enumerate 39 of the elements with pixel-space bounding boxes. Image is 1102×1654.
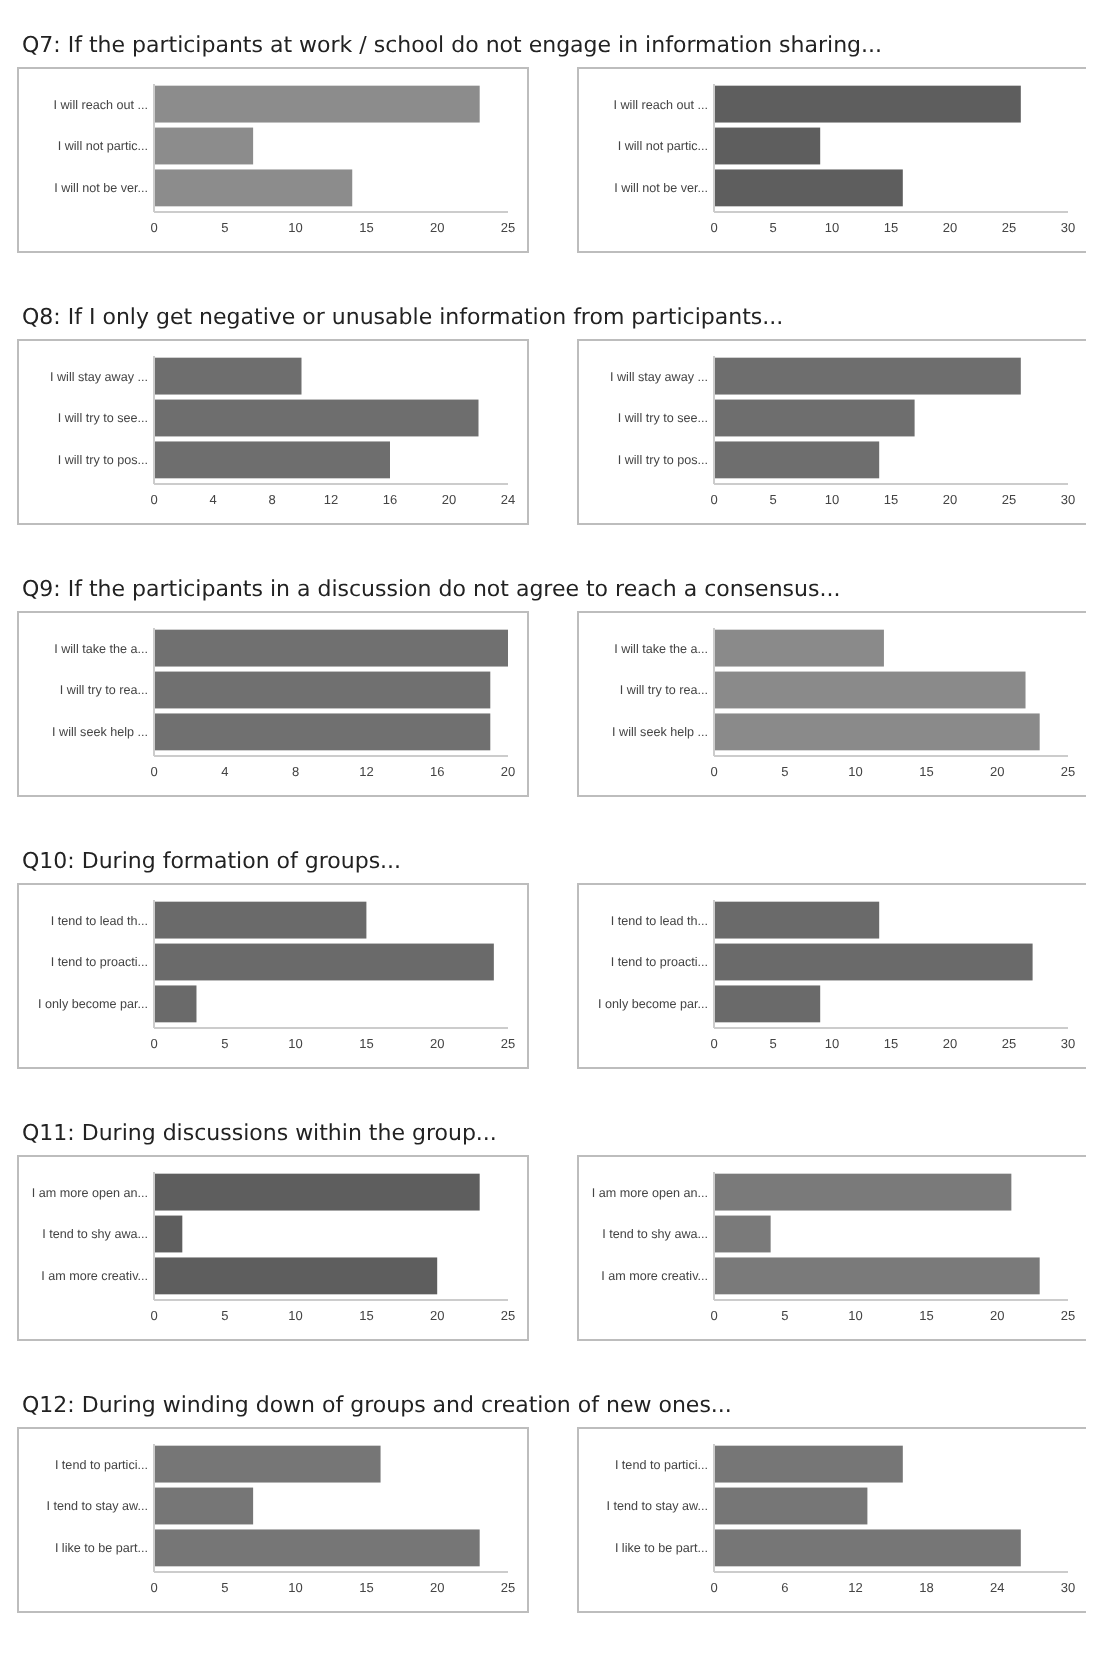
bar [154, 127, 254, 165]
bar [714, 1487, 868, 1525]
chart-title: Q9: If the participants in a discussion do not agree to reach a consensus... [22, 576, 841, 602]
bar [714, 127, 821, 165]
bar [154, 399, 479, 437]
bar [154, 169, 353, 207]
bar [714, 629, 884, 667]
chart-title: Q10: During formation of groups... [22, 848, 402, 874]
bar [714, 1529, 1021, 1567]
bar [154, 357, 302, 395]
chart-title: Q11: During discussions within the group... [22, 1120, 497, 1146]
bar [714, 1445, 903, 1483]
bar [714, 713, 1040, 751]
bar [714, 901, 880, 939]
bar [714, 1215, 771, 1253]
bar [154, 1173, 480, 1211]
bar [154, 943, 494, 981]
bar [154, 1487, 254, 1525]
bar [154, 1529, 480, 1567]
bar [154, 1445, 381, 1483]
bar [714, 671, 1026, 709]
bar [714, 85, 1021, 123]
chart-title: Q7: If the participants at work / school do not engage in information sharing... [22, 32, 883, 58]
bar [714, 357, 1021, 395]
bar [714, 1173, 1012, 1211]
bar [154, 85, 480, 123]
bar [714, 1257, 1040, 1295]
bar [154, 901, 367, 939]
chart-title: Q12: During winding down of groups and creation of new ones... [22, 1392, 732, 1418]
chart-title: Q8: If I only get negative or unusable information from participants... [22, 304, 784, 330]
bar [714, 399, 915, 437]
bar [714, 943, 1033, 981]
bar [714, 169, 903, 207]
bar [154, 1215, 183, 1253]
bar [154, 985, 197, 1023]
bar [714, 441, 880, 479]
bar [154, 1257, 438, 1295]
bar [714, 985, 821, 1023]
bar [154, 441, 390, 479]
